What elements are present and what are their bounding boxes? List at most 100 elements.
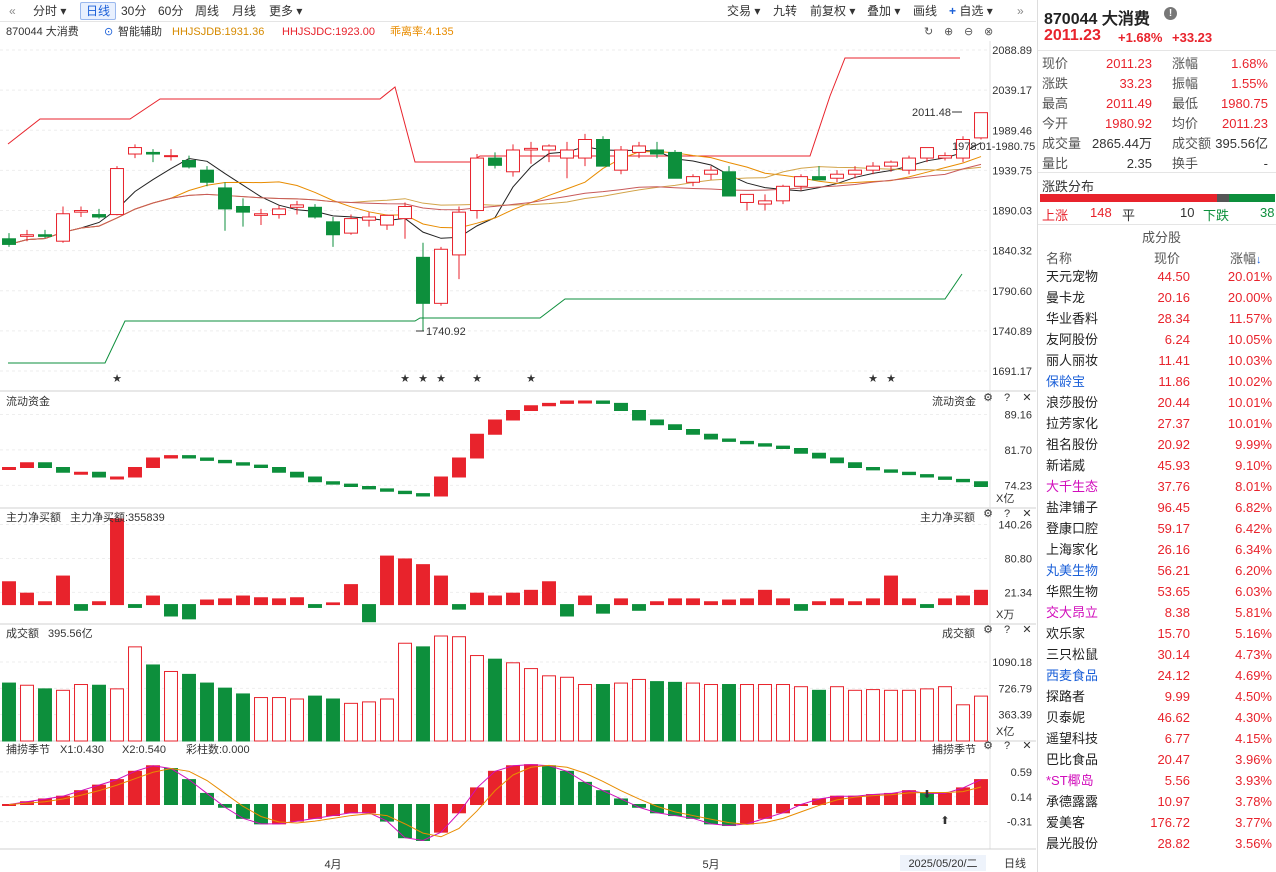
stock-name[interactable]: 新诺威	[1046, 458, 1086, 473]
expand-icon[interactable]: »	[1017, 4, 1024, 18]
component-row[interactable]: 祖名股份 20.92 9.99%	[1046, 434, 1272, 455]
component-row[interactable]: 盐津铺子 96.45 6.82%	[1046, 497, 1272, 518]
nine-turn-button[interactable]: 九转	[773, 4, 798, 18]
component-row[interactable]: 丸美生物 56.21 6.20%	[1046, 560, 1272, 581]
bar	[938, 792, 952, 806]
component-row[interactable]: 爱美客 176.72 3.77%	[1046, 812, 1272, 833]
trade-menu[interactable]: 交易 ▾	[727, 4, 761, 18]
bar	[704, 601, 718, 606]
refresh-icon[interactable]: ↻	[924, 26, 934, 38]
col-price[interactable]: 现价	[1154, 251, 1181, 266]
assist-toggle-icon[interactable]: ⊙	[104, 26, 114, 38]
stock-name[interactable]: 遥望科技	[1046, 731, 1099, 746]
tab-intraday[interactable]: 分时 ▾	[33, 4, 67, 18]
component-row[interactable]: 浪莎股份 20.44 10.01%	[1046, 392, 1272, 413]
stock-name[interactable]: 上海家化	[1046, 542, 1099, 557]
stock-name[interactable]: 三只松鼠	[1046, 647, 1099, 662]
component-row[interactable]: 天元宠物 44.50 20.01%	[1046, 266, 1272, 287]
component-row[interactable]: 曼卡龙 20.16 20.00%	[1046, 287, 1272, 308]
stock-name[interactable]: 爱美客	[1046, 815, 1086, 830]
stock-name[interactable]: 交大昂立	[1046, 605, 1099, 620]
stock-pct: 6.82%	[1235, 500, 1272, 515]
component-row[interactable]: 承德露露 10.97 3.78%	[1046, 791, 1272, 812]
candle-body	[290, 204, 304, 208]
quote-value: 33.23	[1119, 76, 1152, 91]
draw-button[interactable]: 画线	[913, 4, 938, 18]
stock-name[interactable]: 友阿股份	[1046, 332, 1099, 347]
collapse-icon[interactable]: «	[9, 4, 16, 18]
signal-star-icon: ★	[472, 373, 482, 385]
add-indicator-icon[interactable]: ⊕	[944, 26, 954, 38]
stock-name[interactable]: 曼卡龙	[1046, 290, 1086, 305]
component-row[interactable]: 新诺威 45.93 9.10%	[1046, 455, 1272, 476]
component-row[interactable]: 上海家化 26.16 6.34%	[1046, 539, 1272, 560]
component-row[interactable]: *ST椰岛 5.56 3.93%	[1046, 770, 1272, 791]
stock-name[interactable]: 探路者	[1046, 689, 1086, 704]
minimize-icon[interactable]: ⊖	[964, 26, 974, 38]
stock-name[interactable]: 祖名股份	[1046, 437, 1099, 452]
bar	[650, 601, 664, 606]
col-pct[interactable]: 涨幅↓	[1230, 248, 1262, 267]
stock-name[interactable]: 登康口腔	[1046, 521, 1099, 536]
overlay-menu[interactable]: 叠加 ▾	[867, 4, 901, 18]
component-row[interactable]: 巴比食品 20.47 3.96%	[1046, 749, 1272, 770]
component-row[interactable]: 登康口腔 59.17 6.42%	[1046, 518, 1272, 539]
stock-name[interactable]: *ST椰岛	[1046, 773, 1094, 788]
stock-name[interactable]: 贝泰妮	[1046, 710, 1086, 725]
tab-daily[interactable]: 日线	[80, 2, 117, 20]
component-row[interactable]: 欢乐家 15.70 5.16%	[1046, 623, 1272, 644]
bar	[542, 675, 556, 742]
tab-60min[interactable]: 60分	[158, 4, 184, 18]
season-panel-label: 捕捞季节	[6, 742, 50, 756]
tab-more[interactable]: 更多 ▾	[269, 4, 303, 18]
component-row[interactable]: 友阿股份 6.24 10.05%	[1046, 329, 1272, 350]
stock-price: 27.37	[1157, 416, 1190, 431]
component-row[interactable]: 华业香料 28.34 11.57%	[1046, 308, 1272, 329]
component-row[interactable]: 探路者 9.99 4.50%	[1046, 686, 1272, 707]
component-row[interactable]: 晨光股份 28.82 3.56%	[1046, 833, 1272, 854]
watchlist-button[interactable]: + 自选 ▾	[949, 4, 993, 18]
stock-name[interactable]: 晨光股份	[1046, 836, 1099, 851]
bar	[344, 804, 358, 814]
stock-name[interactable]: 丸美生物	[1046, 563, 1099, 578]
stock-chart[interactable]: 2088.89 2039.17 1989.46 1939.75 1890.03 1840.…	[0, 41, 1036, 872]
tab-weekly[interactable]: 周线	[195, 4, 220, 18]
close-icon[interactable]: ⊗	[984, 26, 994, 38]
component-row[interactable]: 丽人丽妆 11.41 10.03%	[1046, 350, 1272, 371]
component-row[interactable]: 大千生态 37.76 8.01%	[1046, 476, 1272, 497]
stock-name[interactable]: 巴比食品	[1046, 752, 1099, 767]
stock-name[interactable]: 天元宠物	[1046, 269, 1099, 284]
stock-name[interactable]: 浪莎股份	[1046, 395, 1099, 410]
component-row[interactable]: 遥望科技 6.77 4.15%	[1046, 728, 1272, 749]
bar	[254, 697, 268, 742]
component-row[interactable]: 西麦食品 24.12 4.69%	[1046, 665, 1272, 686]
component-row[interactable]: 交大昂立 8.38 5.81%	[1046, 602, 1272, 623]
stock-name[interactable]: 保龄宝	[1046, 374, 1086, 389]
dist-title: 涨跌分布	[1042, 179, 1095, 194]
adjust-menu[interactable]: 前复权 ▾	[810, 4, 856, 18]
bar	[758, 684, 772, 742]
bar	[902, 471, 916, 476]
component-row[interactable]: 华熙生物 53.65 6.03%	[1046, 581, 1272, 602]
tab-monthly[interactable]: 月线	[232, 4, 257, 18]
bar	[74, 471, 88, 475]
component-row[interactable]: 贝泰妮 46.62 4.30%	[1046, 707, 1272, 728]
stock-name[interactable]: 拉芳家化	[1046, 416, 1099, 431]
stock-name[interactable]: 华熙生物	[1046, 584, 1099, 599]
bar	[668, 681, 682, 742]
component-row[interactable]: 保龄宝 11.86 10.02%	[1046, 371, 1272, 392]
info-icon[interactable]: !	[1164, 7, 1177, 20]
stock-name[interactable]: 盐津铺子	[1046, 500, 1099, 515]
y-tick-label: 726.79	[998, 683, 1032, 695]
assist-label[interactable]: 智能辅助	[118, 26, 162, 38]
stock-name[interactable]: 承德露露	[1046, 794, 1099, 809]
component-row[interactable]: 三只松鼠 30.14 4.73%	[1046, 644, 1272, 665]
stock-name[interactable]: 西麦食品	[1046, 668, 1099, 683]
component-row[interactable]: 拉芳家化 27.37 10.01%	[1046, 413, 1272, 434]
stock-name[interactable]: 华业香料	[1046, 311, 1099, 326]
stock-name[interactable]: 丽人丽妆	[1046, 353, 1099, 368]
tab-30min[interactable]: 30分	[121, 4, 147, 18]
stock-name[interactable]: 大千生态	[1046, 479, 1099, 494]
stock-name[interactable]: 欢乐家	[1046, 626, 1086, 641]
col-name[interactable]: 名称	[1046, 251, 1073, 266]
